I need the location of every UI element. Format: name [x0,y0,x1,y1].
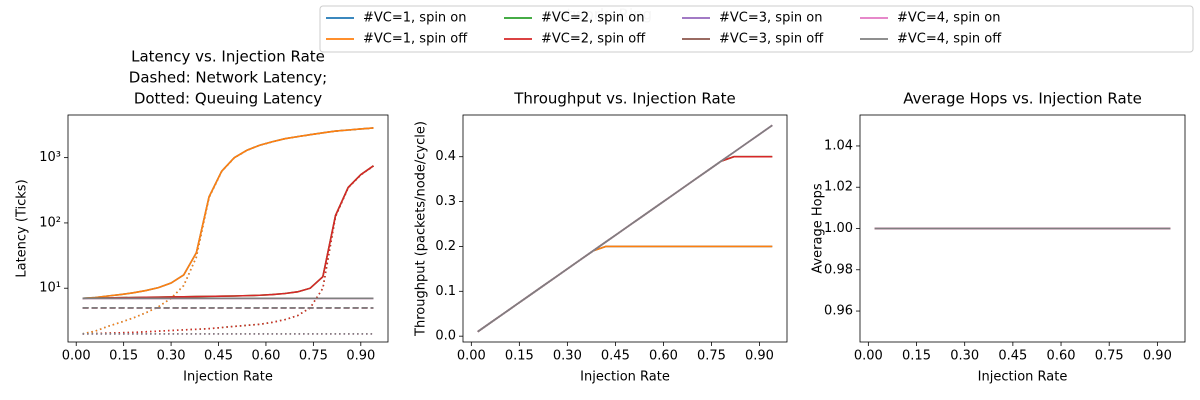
x-tick-label: 0.90 [346,349,375,364]
series-line [477,155,773,333]
x-tick-label: 0.90 [745,349,774,364]
x-tick-label: 0.15 [902,349,931,364]
y-tick-label: 1.04 [824,138,853,153]
x-tick-label: 0.00 [457,349,486,364]
chart-title: Dotted: Queuing Latency [134,90,322,108]
x-tick-label: 0.00 [62,349,91,364]
series-line [477,155,773,333]
series-line [82,127,374,300]
x-tick-label: 0.90 [1143,349,1172,364]
y-tick-label: 0.1 [435,284,456,299]
y-tick-label: 0.96 [824,304,853,319]
x-tick-label: 0.60 [649,349,678,364]
y-tick-label: 10³ [39,150,61,165]
series-line [82,165,374,300]
x-tick-label: 0.75 [697,349,726,364]
legend-label: #VC=4, spin on [897,11,1001,26]
chart-title: Average Hops vs. Injection Rate [903,90,1142,108]
series-line [82,165,374,335]
series-line [477,245,773,333]
x-tick-label: 0.00 [854,349,883,364]
series-line [477,124,773,333]
x-tick-label: 0.45 [998,349,1027,364]
legend-label: #VC=1, spin on [363,11,467,26]
y-tick-label: 0.2 [435,239,456,254]
axes-frame [462,114,788,343]
legend-label: #VC=1, spin off [363,32,468,47]
axes-frame [859,114,1186,343]
legend-label: #VC=3, spin off [719,32,824,47]
legend-box [319,5,1194,53]
legend-label: #VC=4, spin off [897,32,1002,47]
series-line [82,127,374,300]
legend: #VC=1, spin on #VC=1, spin off #VC=2, spin… [319,5,1194,53]
x-tick-label: 0.30 [950,349,979,364]
y-axis-label: Latency (Ticks) [15,179,30,277]
legend-label: #VC=3, spin on [719,11,823,26]
y-tick-label: 10² [39,215,61,230]
x-tick-label: 0.75 [1095,349,1124,364]
x-tick-label: 0.15 [109,349,138,364]
y-axis-label: Average Hops [811,183,826,273]
y-tick-label: 1.02 [824,180,853,195]
x-tick-label: 0.60 [1047,349,1076,364]
y-tick-label: 0.98 [824,262,853,277]
y-tick-label: 0.0 [435,329,456,344]
series-line [82,165,374,300]
y-tick-label: 0.4 [435,149,456,164]
y-tick-label: 0.3 [435,194,456,209]
series-line [82,127,374,335]
x-tick-label: 0.30 [553,349,582,364]
x-axis-label: Injection Rate [978,370,1068,385]
y-tick-label: 1.00 [824,221,853,236]
x-tick-label: 0.30 [157,349,186,364]
chart-title: Latency vs. Injection Rate [131,48,325,66]
legend-label: #VC=2, spin on [541,11,645,26]
x-axis-label: Injection Rate [580,370,670,385]
legend-label: #VC=2, spin off [541,32,646,47]
chart-title: Throughput vs. Injection Rate [513,90,736,108]
x-axis-label: Injection Rate [183,370,273,385]
series-line [82,127,374,335]
x-tick-label: 0.60 [251,349,280,364]
x-tick-label: 0.45 [204,349,233,364]
chart-title: Dashed: Network Latency; [129,69,327,87]
x-tick-label: 0.45 [601,349,630,364]
x-tick-label: 0.75 [299,349,328,364]
x-tick-label: 0.15 [505,349,534,364]
y-axis-label: Throughput (packets/node/cycle) [414,121,429,337]
series-line [477,245,773,333]
axes-frame [67,114,389,343]
y-tick-label: 10¹ [39,281,61,296]
